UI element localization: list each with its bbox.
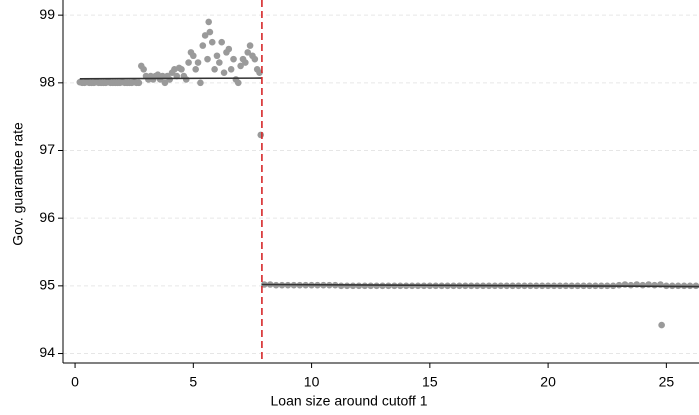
data-point [216,59,223,66]
fit-line [261,283,699,288]
data-point [651,281,658,289]
data-point [192,65,199,73]
data-point [194,59,202,66]
data-point [337,282,345,290]
data-point [349,282,357,290]
data-point [204,55,211,63]
data-point [178,65,185,73]
data-point [190,52,197,60]
fit-line [79,77,262,80]
data-point [343,282,351,290]
data-point [225,45,233,53]
y-tick-label: 98 [39,74,55,90]
data-point [244,49,252,56]
data-point [639,281,647,289]
data-point [230,55,237,63]
data-point [227,65,235,73]
data-point [367,282,375,290]
data-point [135,79,143,87]
y-tick-label: 95 [39,277,55,293]
x-tick-label: 20 [540,374,556,390]
data-point [234,79,242,87]
data-point [205,18,212,26]
y-tick-label: 97 [39,141,55,157]
data-point [199,42,207,49]
data-point [237,62,244,70]
data-point [161,79,169,87]
y-axis-label: Gov. guarantee rate [10,122,26,246]
data-point [201,32,209,39]
data-point [627,281,635,289]
data-point [218,38,226,46]
data-point [206,28,214,36]
x-tick-label: 0 [71,374,79,390]
data-point [197,79,204,87]
y-tick-label: 96 [39,209,55,225]
data-point [213,52,221,60]
data-point [257,131,265,139]
x-axis-label: Loan size around cutoff 1 [271,393,428,409]
data-point [615,281,623,289]
data-point [251,55,259,63]
grid [63,14,699,355]
plot-area [76,0,699,363]
data-point [361,282,369,290]
y-tick-label: 94 [39,344,55,360]
data-point [246,42,254,49]
data-point [166,76,173,83]
data-point [220,69,228,76]
data-point [355,282,363,290]
y-tick-label: 99 [39,6,55,22]
data-point [182,76,190,83]
x-tick-label: 15 [422,374,438,390]
data-point [185,59,192,66]
data-point [208,38,216,46]
x-tick-label: 25 [659,374,675,390]
data-point [242,59,249,66]
data-point [211,65,218,73]
data-point [373,282,380,290]
x-tick-label: 5 [189,374,197,390]
axes: 94 95 96 97 98 99 0 5 10 15 20 25 [39,0,699,390]
data-point [658,321,665,329]
data-point [140,65,147,73]
x-tick-label: 10 [304,374,320,390]
